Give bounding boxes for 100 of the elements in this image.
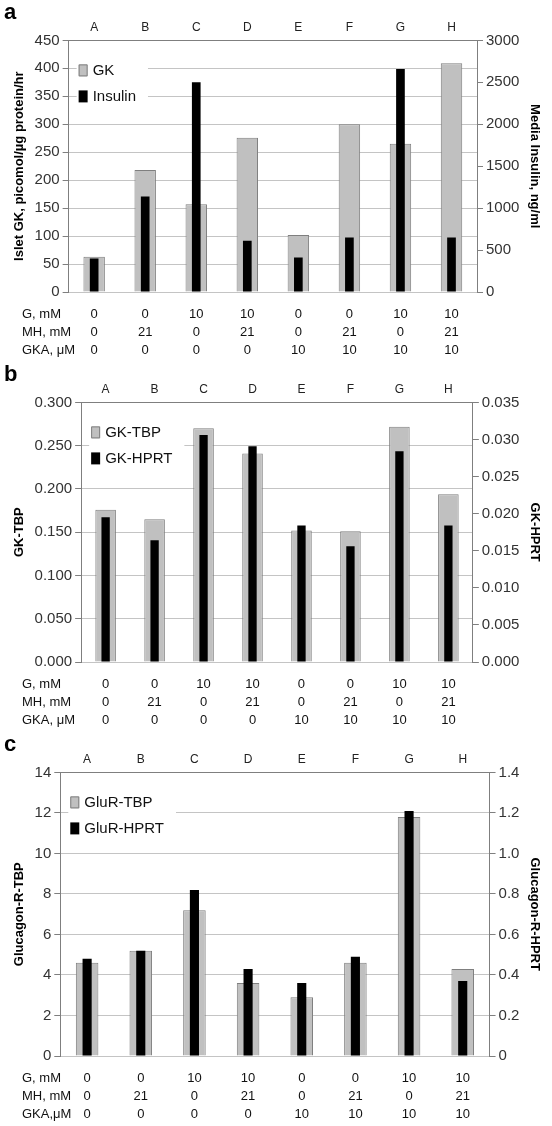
text: 0 <box>345 305 354 321</box>
text: 10 <box>343 711 358 727</box>
legend-label: GluR-TBP <box>84 792 153 810</box>
text: 10 <box>245 675 260 691</box>
y-tick-label: 350 <box>34 86 60 104</box>
text: 10 <box>342 341 357 357</box>
y-tick-label: 6 <box>42 924 52 942</box>
x-tick-label: A <box>90 19 99 34</box>
text: 0 <box>405 1087 413 1103</box>
text: 0 <box>248 711 257 727</box>
x-tick-label: H <box>447 19 456 34</box>
text: 10 <box>393 341 408 357</box>
y-tick-label: 8 <box>42 884 52 902</box>
y2-axis-title: Glucagon-R-HPRT <box>527 857 543 971</box>
text: 0 <box>294 323 302 339</box>
text: 0 <box>396 323 405 339</box>
text: 10 <box>401 1105 417 1121</box>
y-tick-label: 14 <box>34 762 52 780</box>
text: 0 <box>90 305 98 321</box>
text: 21 <box>441 693 456 709</box>
text: 10 <box>401 1069 417 1085</box>
text: 21 <box>240 323 255 339</box>
text: 0 <box>192 341 200 357</box>
text: GKA, μM <box>22 341 75 357</box>
text: 21 <box>342 323 357 339</box>
text: GKA,μM <box>22 1105 72 1121</box>
text: 0 <box>351 1069 360 1085</box>
x-tick-label: C <box>190 751 200 766</box>
x-tick-label: C <box>199 381 209 396</box>
text: 21 <box>348 1087 363 1103</box>
text: 0 <box>294 305 302 321</box>
text: 0 <box>102 675 110 691</box>
y2-tick-label: 2500 <box>486 72 520 90</box>
legend-label: GK <box>92 60 115 78</box>
text: 0 <box>346 675 355 691</box>
chart-title: a <box>4 0 17 25</box>
text: 10 <box>441 711 456 727</box>
text: 0 <box>102 711 110 727</box>
text: 0 <box>141 341 149 357</box>
y2-axis-title: Media Insulin, ng/ml <box>527 104 543 229</box>
text: MH, mM <box>22 693 72 709</box>
y-tick-label: 4 <box>42 965 52 983</box>
y2-axis-title: GK-HPRT <box>527 502 543 562</box>
y2-tick-label: 0.2 <box>498 1005 520 1023</box>
x-tick-label: F <box>351 751 360 766</box>
text: 0 <box>150 711 159 727</box>
x-tick-label: E <box>297 381 306 396</box>
text: 0 <box>137 1105 145 1121</box>
y-tick-label: 0.150 <box>34 522 73 540</box>
y2-tick-label: 0.035 <box>481 392 520 410</box>
text: 10 <box>240 305 255 321</box>
text: 10 <box>393 305 408 321</box>
x-tick-label: F <box>346 381 355 396</box>
text: 10 <box>291 341 306 357</box>
bar <box>294 257 303 292</box>
y-tick-label: 0 <box>51 282 60 300</box>
text: 10 <box>240 1069 256 1085</box>
y-tick-label: 150 <box>34 198 60 216</box>
text: 10 <box>294 1105 309 1121</box>
bar <box>447 237 456 292</box>
legend-label: GK-HPRT <box>105 448 173 466</box>
y-tick-label: 400 <box>34 58 60 76</box>
text: 21 <box>147 693 162 709</box>
text: 0 <box>83 1087 91 1103</box>
y-tick-label: 0.300 <box>34 392 73 410</box>
text: 0 <box>298 1069 306 1085</box>
y2-tick-label: 0.000 <box>481 652 520 670</box>
text: 10 <box>392 711 407 727</box>
text: 21 <box>245 693 260 709</box>
legend-label: Insulin <box>92 86 136 104</box>
y2-tick-label: 0 <box>498 1046 507 1064</box>
text: 21 <box>455 1087 470 1103</box>
text: 0 <box>395 693 404 709</box>
y-tick-label: 0 <box>42 1046 52 1064</box>
y-tick-label: 10 <box>34 843 52 861</box>
text: 10 <box>455 1069 470 1085</box>
text: 0 <box>297 675 306 691</box>
text: 0 <box>90 323 98 339</box>
x-tick-label: E <box>297 751 306 766</box>
y-tick-label: 2 <box>42 1005 52 1023</box>
x-tick-label: B <box>141 19 150 34</box>
text: 10 <box>187 1069 202 1085</box>
y-tick-label: 250 <box>34 142 60 160</box>
y-tick-label: 50 <box>42 254 60 272</box>
text: 0 <box>298 1087 306 1103</box>
y2-tick-label: 1500 <box>486 156 520 174</box>
chart-title: b <box>4 361 18 387</box>
text: 10 <box>444 305 459 321</box>
text: 10 <box>441 675 456 691</box>
text: 0 <box>199 711 208 727</box>
y2-tick-label: 1.2 <box>498 803 520 821</box>
x-tick-label: G <box>395 19 406 34</box>
x-tick-label: D <box>248 381 258 396</box>
y2-tick-label: 500 <box>486 240 512 258</box>
text: 0 <box>190 1087 199 1103</box>
y-axis-title: GK-TBP <box>11 506 27 558</box>
text: G, mM <box>22 675 61 691</box>
text: 0 <box>297 693 306 709</box>
legend-label: GK-TBP <box>105 422 161 440</box>
y2-tick-label: 0.025 <box>481 466 520 484</box>
